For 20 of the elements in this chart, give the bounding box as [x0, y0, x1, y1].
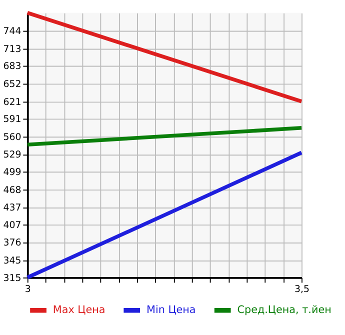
x-tick-label: 3,5	[294, 284, 310, 296]
y-tick-label: 683	[3, 61, 22, 72]
y-tick-label: 376	[3, 238, 22, 249]
y-tick-label: 499	[3, 166, 22, 178]
y-tick-label: 315	[3, 272, 22, 284]
legend-label: Сред.Цена, т.йен	[237, 304, 332, 316]
legend-label: Max Цена	[52, 304, 106, 316]
y-tick-label: 407	[3, 220, 22, 231]
y-tick-label: 560	[3, 132, 22, 143]
y-tick-label: 529	[3, 150, 22, 161]
y-tick-label: 744	[3, 26, 22, 37]
y-tick-label: 468	[3, 184, 22, 196]
x-tick-label: 3	[24, 284, 31, 296]
y-tick-label: 345	[3, 256, 22, 267]
y-tick-label: 652	[3, 78, 22, 90]
y-tick-label: 437	[3, 202, 22, 214]
y-tick-label: 713	[3, 44, 22, 55]
y-tick-label: 591	[3, 114, 22, 126]
legend-label: Min Цена	[146, 304, 196, 316]
y-tick-label: 621	[3, 96, 22, 108]
